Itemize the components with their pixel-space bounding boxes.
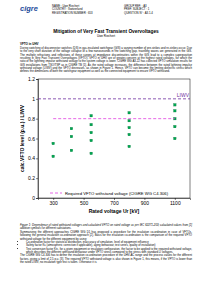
logo: cigre <box>20 5 52 13</box>
scatter-point <box>128 145 131 148</box>
y-axis-title: calc.VFTO level (p.u.) / LIWV <box>20 104 25 172</box>
scatter-point <box>90 131 93 134</box>
y-tick-label: 0.6 <box>28 135 35 141</box>
scatter-point <box>128 133 131 136</box>
header-left: NAME : Uwe RiechertCOUNTRY : Switzerland… <box>52 5 124 15</box>
x-tick: 300 <box>50 198 59 206</box>
x-tick-label: 900 <box>141 199 150 205</box>
y-tick-mark <box>36 118 38 119</box>
bullet-list: Co-ordination factor for statistical dis… <box>20 241 192 254</box>
annotation-line <box>38 98 190 99</box>
scatter-point <box>174 103 177 106</box>
y-tick-mark <box>36 158 38 159</box>
scatter-point <box>90 114 93 117</box>
y-tick-mark <box>36 178 38 179</box>
legend: Required VFTO withstand voltage (CIGRE W… <box>50 190 169 195</box>
x-tick-label: 500 <box>80 199 89 205</box>
y-tick-label: 1.2 <box>28 76 35 82</box>
y-tick-label: 0.8 <box>28 115 35 121</box>
scatter-point <box>128 111 131 114</box>
x-axis: 300 500 700 900 1100 <box>39 198 191 206</box>
y-tick-label: 1 <box>32 95 35 101</box>
paragraph: The CIGRE WG C4.306 has to define the in… <box>20 254 192 264</box>
legend-label: Required VFTO withstand voltage (CIGRE W… <box>65 190 169 195</box>
scatter-point <box>90 139 93 142</box>
series-line <box>53 118 175 119</box>
y-tick: 1 <box>32 95 38 101</box>
y-tick: 0 <box>32 195 38 201</box>
y-tick-label: 0 <box>32 195 35 201</box>
y-tick-mark <box>36 138 38 139</box>
scatter-point <box>70 127 73 130</box>
plot-frame <box>38 79 190 198</box>
paragraph: During switching of disconnector switche… <box>20 47 192 73</box>
scatter-point <box>52 155 55 158</box>
x-tick: 500 <box>80 198 89 206</box>
x-tick: 1100 <box>170 198 181 206</box>
annotation-label: LIWV <box>177 92 190 98</box>
header-right: GROUP REF. : A3PREF. SUBJECT : 1QUESTION… <box>124 5 153 15</box>
y-tick: 0.6 <box>28 135 38 141</box>
y-tick: 0.2 <box>28 175 38 181</box>
plot: 300 500 700 900 1100 0 0.2 0.4 0.6 0.8 1 1.2 Rated v… <box>20 76 191 214</box>
y-axis-line <box>36 79 39 198</box>
scatter-point <box>174 137 177 140</box>
y-tick-mark <box>36 79 38 80</box>
scatter-point <box>174 125 177 128</box>
header-line: REGISTRATION NUMBER : 653 <box>52 12 124 15</box>
scatter-point <box>128 126 131 129</box>
legend-swatch <box>50 192 62 193</box>
y-tick-label: 0.4 <box>28 155 35 161</box>
y-tick-label: 0.2 <box>28 175 35 181</box>
scatter-point <box>70 135 73 138</box>
scatter-point <box>70 149 73 152</box>
x-axis-title: Rated voltage Ur [kV] <box>89 208 140 214</box>
marks <box>38 98 190 157</box>
scatter-point <box>174 109 177 112</box>
header: cigreNAME : Uwe RiechertCOUNTRY : Switze… <box>20 5 192 18</box>
page: cigreNAME : Uwe RiechertCOUNTRY : Switze… <box>0 0 212 300</box>
scatter-point <box>90 123 93 126</box>
y-tick: 1.2 <box>28 76 38 82</box>
y-tick: 0.4 <box>28 155 38 161</box>
paragraph: Summarizing the different approaches CIG… <box>20 231 192 241</box>
bullet: Test conversion factor Ktc, for a given … <box>26 248 192 255</box>
header-line: QUESTION N° : A3.1.4 <box>124 12 153 15</box>
x-tick: 700 <box>110 198 119 206</box>
x-tick: 900 <box>141 198 150 206</box>
x-tick-label: 1100 <box>170 199 181 205</box>
title: Mitigation of Very Fast Transient Overvo… <box>20 29 192 35</box>
scatter-point <box>52 142 55 145</box>
scatter-point <box>128 119 131 122</box>
x-tick-label: 700 <box>110 199 119 205</box>
author: Uwe Riechert <box>20 35 192 39</box>
scatter-point <box>90 152 93 155</box>
y-tick: 0.8 <box>28 115 38 121</box>
y-tick-mark <box>36 98 38 99</box>
caption: Figure 1: Dependence of rated withstand … <box>20 224 192 231</box>
chart: 300 500 700 900 1100 0 0.2 0.4 0.6 0.8 1 1.2 Rated v… <box>20 74 192 224</box>
y-tick-mark <box>36 198 38 199</box>
y-axis: 0 0.2 0.4 0.6 0.8 1 1.2 <box>28 76 38 201</box>
legend-entry: Required VFTO withstand voltage (CIGRE W… <box>50 190 169 195</box>
x-tick-label: 300 <box>50 199 59 205</box>
